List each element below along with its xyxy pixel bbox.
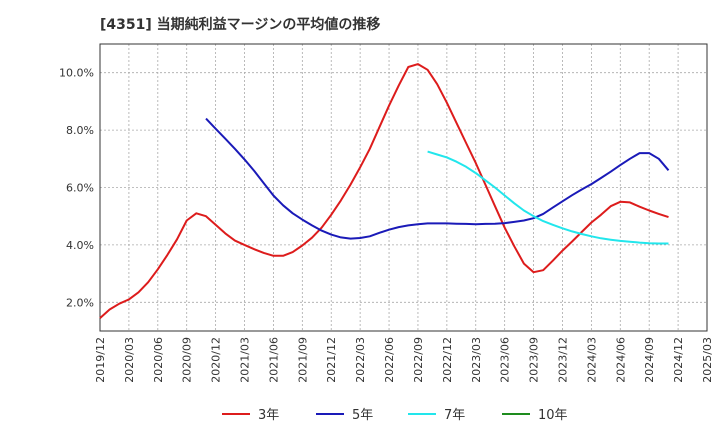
x-tick-label: 2022/03: [354, 337, 367, 383]
x-tick-label: 2021/06: [267, 337, 280, 383]
y-tick-label: 6.0%: [66, 182, 94, 195]
x-tick-label: 2023/06: [499, 337, 512, 383]
x-tick-label: 2024/09: [643, 337, 656, 383]
x-tick-label: 2023/09: [528, 337, 541, 383]
series-line-2: [427, 150, 669, 245]
x-tick-label: 2019/12: [94, 337, 107, 383]
series-line-1: [205, 117, 670, 240]
x-tick-label: 2024/06: [614, 337, 627, 383]
x-tick-label: 2021/03: [239, 337, 252, 383]
x-tick-label: 2020/12: [210, 337, 223, 383]
y-axis: 2.0% 4.0% 6.0% 8.0% 10.0%: [59, 67, 94, 310]
x-tick-label: 2022/06: [383, 337, 396, 383]
chart-title: [4351] 当期純利益マージンの平均値の推移: [100, 16, 380, 33]
x-tick-label: 2022/09: [412, 337, 425, 383]
x-tick-label: 2024/03: [585, 337, 598, 383]
legend-label-0: 3年: [258, 408, 279, 423]
x-tick-label: 2020/09: [181, 337, 194, 383]
x-tick-label: 2023/03: [470, 337, 483, 383]
x-tick-label: 2022/12: [441, 337, 454, 383]
y-tick-label: 2.0%: [66, 296, 94, 309]
x-tick-label: 2020/06: [152, 337, 165, 383]
y-tick-label: 10.0%: [59, 67, 94, 80]
x-tick-label: 2024/12: [672, 337, 685, 383]
grid: [100, 44, 707, 331]
legend-label-1: 5年: [352, 408, 373, 423]
x-tick-label: 2025/03: [701, 337, 714, 383]
x-axis: 2019/12 2020/03 2020/06 2020/09 2020/12 2021/…: [94, 337, 714, 383]
series-line-0: [99, 63, 669, 319]
legend-label-3: 10年: [538, 408, 568, 423]
x-tick-label: 2021/12: [325, 337, 338, 383]
y-tick-label: 4.0%: [66, 239, 94, 252]
series-lines: [99, 63, 670, 319]
x-tick-label: 2020/03: [123, 337, 136, 383]
x-tick-label: 2021/09: [296, 337, 309, 383]
x-tick-label: 2023/12: [556, 337, 569, 383]
legend: 3年 5年 7年 10年: [222, 408, 568, 423]
legend-label-2: 7年: [444, 408, 465, 423]
plot-frame: [99, 43, 708, 332]
y-tick-label: 8.0%: [66, 124, 94, 137]
